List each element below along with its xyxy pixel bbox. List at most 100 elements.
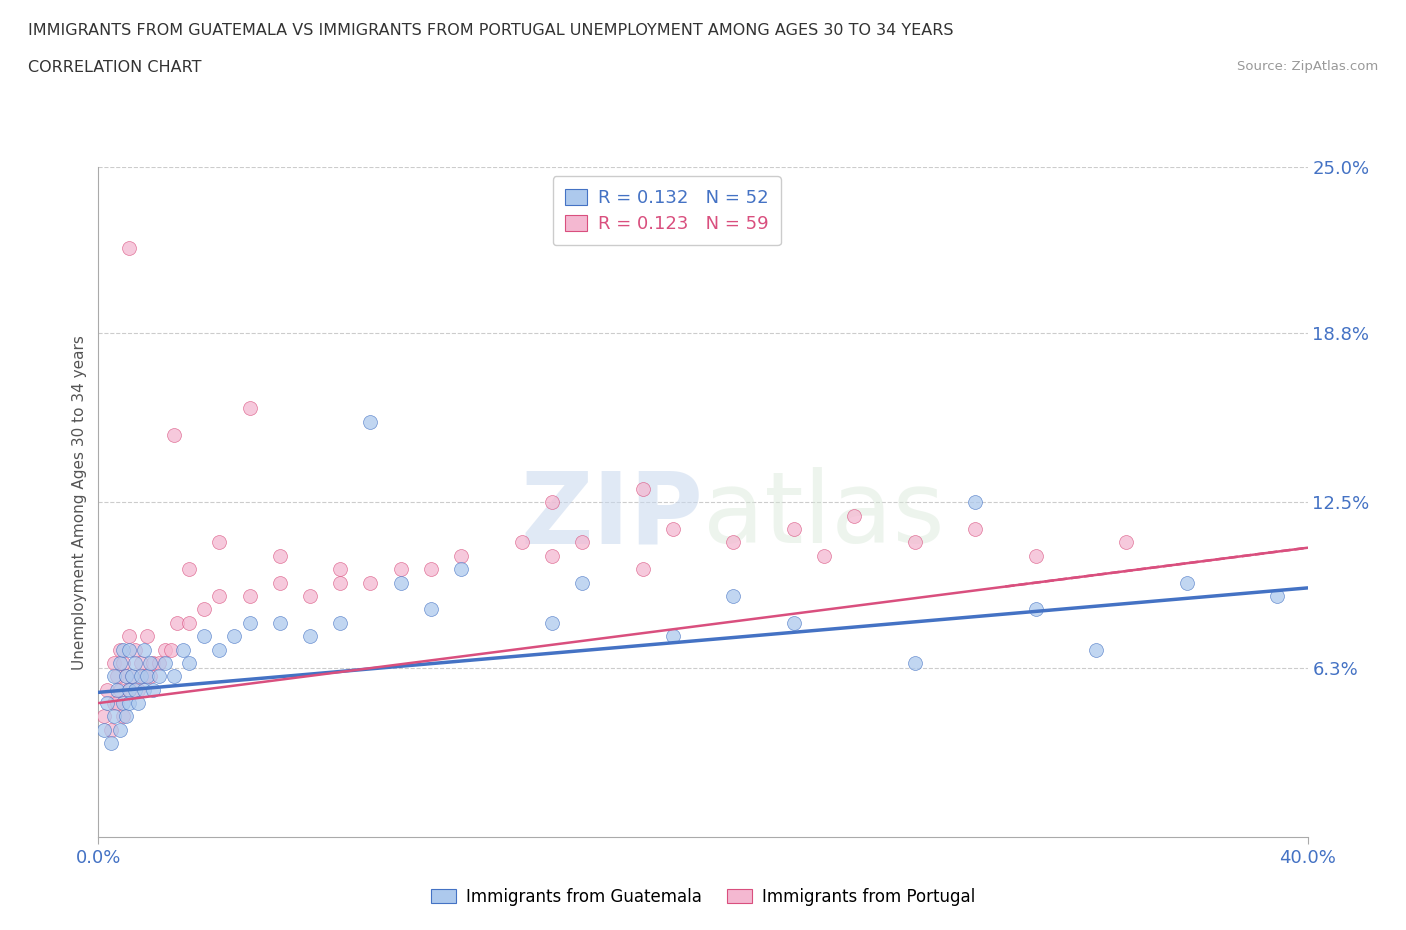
Point [224, 629, 246, 644]
Point [142, 656, 165, 671]
Point [114, 669, 136, 684]
Point [118, 683, 141, 698]
Point [108, 683, 131, 698]
Point [299, 589, 322, 604]
Point [121, 669, 143, 684]
Point [1024, 549, 1046, 564]
Point [329, 575, 352, 590]
Point [177, 656, 201, 671]
Point [208, 589, 231, 604]
Point [129, 669, 152, 684]
Point [269, 575, 291, 590]
Point [111, 642, 134, 657]
Point [1085, 642, 1108, 657]
Point [661, 629, 683, 644]
Point [108, 642, 131, 657]
Point [129, 656, 152, 671]
Point [813, 549, 835, 564]
Text: atlas: atlas [703, 467, 945, 565]
Point [111, 709, 134, 724]
Point [904, 656, 927, 671]
Point [965, 495, 987, 510]
Point [172, 642, 194, 657]
Point [965, 522, 987, 537]
Point [93, 709, 115, 724]
Point [450, 562, 472, 577]
Point [419, 602, 441, 617]
Point [96, 683, 118, 698]
Point [93, 723, 115, 737]
Point [269, 549, 291, 564]
Point [135, 669, 157, 684]
Point [329, 562, 352, 577]
Point [1115, 535, 1137, 550]
Point [721, 589, 744, 604]
Point [118, 642, 141, 657]
Point [139, 656, 162, 671]
Point [360, 415, 382, 430]
Point [135, 629, 157, 644]
Point [121, 669, 143, 684]
Point [114, 709, 136, 724]
Point [329, 616, 352, 631]
Point [105, 683, 128, 698]
Point [540, 495, 562, 510]
Point [177, 562, 201, 577]
Point [721, 535, 744, 550]
Point [124, 642, 146, 657]
Point [100, 723, 122, 737]
Point [139, 669, 162, 684]
Legend: R = 0.132   N = 52, R = 0.123   N = 59: R = 0.132 N = 52, R = 0.123 N = 59 [553, 177, 780, 246]
Point [571, 535, 593, 550]
Legend: Immigrants from Guatemala, Immigrants from Portugal: Immigrants from Guatemala, Immigrants fr… [425, 881, 981, 912]
Point [239, 589, 262, 604]
Point [239, 401, 262, 416]
Point [177, 616, 201, 631]
Point [360, 575, 382, 590]
Point [108, 656, 131, 671]
Text: Source: ZipAtlas.com: Source: ZipAtlas.com [1237, 60, 1378, 73]
Point [299, 629, 322, 644]
Point [540, 616, 562, 631]
Point [782, 522, 804, 537]
Point [118, 683, 141, 698]
Point [661, 522, 683, 537]
Point [111, 696, 134, 711]
Point [103, 709, 125, 724]
Point [127, 683, 149, 698]
Point [103, 669, 125, 684]
Point [239, 616, 262, 631]
Point [208, 535, 231, 550]
Point [111, 656, 134, 671]
Point [153, 642, 176, 657]
Point [148, 669, 170, 684]
Point [103, 696, 125, 711]
Point [100, 736, 122, 751]
Point [132, 669, 155, 684]
Point [1265, 589, 1288, 604]
Point [160, 642, 183, 657]
Text: IMMIGRANTS FROM GUATEMALA VS IMMIGRANTS FROM PORTUGAL UNEMPLOYMENT AMONG AGES 30: IMMIGRANTS FROM GUATEMALA VS IMMIGRANTS … [28, 23, 953, 38]
Point [163, 669, 186, 684]
Point [631, 562, 654, 577]
Point [142, 683, 165, 698]
Point [571, 575, 593, 590]
Point [118, 629, 141, 644]
Point [103, 656, 125, 671]
Point [1024, 602, 1046, 617]
Point [105, 696, 128, 711]
Text: CORRELATION CHART: CORRELATION CHART [28, 60, 201, 75]
Point [540, 549, 562, 564]
Point [118, 696, 141, 711]
Point [450, 549, 472, 564]
Point [208, 642, 231, 657]
Point [163, 428, 186, 443]
Point [419, 562, 441, 577]
Point [904, 535, 927, 550]
Point [1175, 575, 1198, 590]
Point [96, 696, 118, 711]
Point [105, 669, 128, 684]
Point [389, 575, 412, 590]
Point [193, 602, 215, 617]
Point [389, 562, 412, 577]
